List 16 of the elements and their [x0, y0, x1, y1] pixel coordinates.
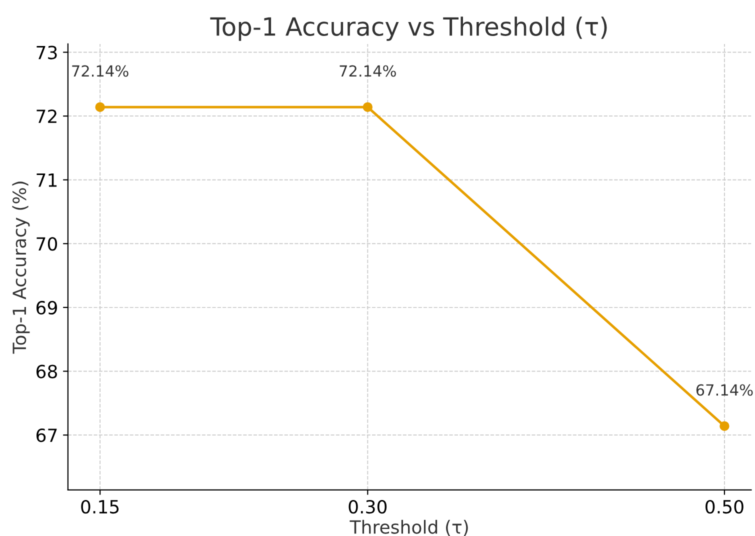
x-axis-title: Threshold (τ) [350, 520, 468, 536]
data-label: 72.14% [340, 65, 396, 77]
x-tick-label: 0.15 [81, 500, 119, 514]
y-tick-label: 68 [36, 364, 57, 378]
y-tick-label: 71 [36, 174, 57, 187]
data-label: 72.14% [72, 65, 128, 77]
y-tick-label: 70 [36, 237, 58, 251]
data-label: 67.14% [696, 384, 753, 396]
y-axis-title: Top-1 Accuracy (%) [12, 182, 30, 354]
chart-title: Top-1 Accuracy vs Threshold (τ) [210, 16, 607, 41]
y-tick-label: 67 [36, 428, 57, 442]
y-tick-label: 69 [36, 300, 57, 315]
x-tick-label: 0.50 [706, 500, 744, 514]
y-tick-label: 73 [36, 46, 57, 60]
x-tick-label: 0.30 [348, 500, 387, 514]
y-tick-label: 72 [36, 110, 56, 123]
